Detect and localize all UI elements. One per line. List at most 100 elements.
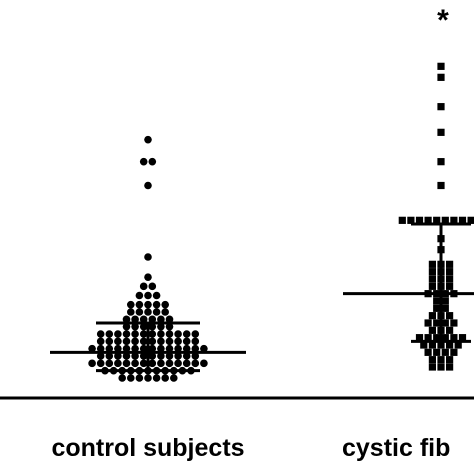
data-point-control-subjects bbox=[191, 359, 200, 368]
data-point-cystic-fib bbox=[437, 62, 445, 70]
data-point-control-subjects bbox=[139, 157, 148, 166]
data-point-control-subjects bbox=[152, 374, 161, 382]
data-point-control-subjects bbox=[96, 344, 105, 353]
plot-area bbox=[50, 62, 474, 382]
data-point-control-subjects bbox=[191, 352, 200, 360]
data-point-cystic-fib bbox=[458, 334, 467, 342]
data-point-cystic-fib bbox=[415, 334, 424, 342]
data-point-control-subjects bbox=[161, 374, 169, 382]
data-point-control-subjects bbox=[105, 352, 114, 360]
data-point-control-subjects bbox=[174, 352, 182, 360]
data-point-control-subjects bbox=[96, 352, 105, 360]
data-point-control-subjects bbox=[139, 315, 148, 324]
data-point-control-subjects bbox=[152, 291, 161, 300]
data-point-cystic-fib bbox=[446, 282, 454, 290]
data-point-cystic-fib bbox=[428, 260, 436, 268]
data-point-cystic-fib bbox=[437, 341, 445, 349]
data-point-control-subjects bbox=[118, 374, 126, 382]
data-point-control-subjects bbox=[105, 337, 114, 346]
category-label-cystic-fib: cystic fib bbox=[342, 434, 450, 462]
data-point-cystic-fib bbox=[420, 341, 428, 349]
data-point-cystic-fib bbox=[424, 216, 432, 224]
data-point-cystic-fib bbox=[424, 348, 432, 356]
data-point-control-subjects bbox=[144, 253, 152, 261]
data-point-control-subjects bbox=[131, 337, 139, 346]
data-point-cystic-fib bbox=[458, 216, 467, 224]
data-point-control-subjects bbox=[148, 337, 157, 346]
data-point-cystic-fib bbox=[467, 216, 474, 224]
data-point-control-subjects bbox=[139, 322, 148, 331]
data-point-cystic-fib bbox=[437, 73, 445, 81]
data-point-control-subjects bbox=[148, 282, 157, 291]
data-point-control-subjects bbox=[148, 359, 157, 368]
data-point-control-subjects bbox=[191, 344, 200, 353]
data-point-control-subjects bbox=[127, 308, 135, 316]
data-point-cystic-fib bbox=[450, 216, 458, 224]
data-point-cystic-fib bbox=[446, 275, 454, 283]
data-point-control-subjects bbox=[144, 308, 152, 316]
data-point-control-subjects bbox=[165, 330, 174, 338]
data-point-control-subjects bbox=[105, 344, 114, 353]
data-point-control-subjects bbox=[131, 352, 139, 360]
data-point-cystic-fib bbox=[437, 103, 445, 111]
data-point-control-subjects bbox=[131, 344, 139, 353]
data-point-cystic-fib bbox=[441, 216, 449, 224]
data-point-cystic-fib bbox=[428, 363, 436, 371]
data-point-control-subjects bbox=[161, 308, 169, 316]
data-point-cystic-fib bbox=[446, 363, 454, 371]
data-point-control-subjects bbox=[114, 337, 122, 346]
data-point-cystic-fib bbox=[407, 216, 415, 224]
category-label-control-subjects: control subjects bbox=[51, 434, 244, 462]
data-point-cystic-fib bbox=[428, 312, 436, 320]
data-point-cystic-fib bbox=[446, 341, 454, 349]
data-point-control-subjects bbox=[165, 344, 174, 353]
data-point-cystic-fib bbox=[433, 297, 441, 305]
data-point-control-subjects bbox=[144, 135, 152, 144]
data-point-control-subjects bbox=[182, 359, 191, 368]
data-point-control-subjects bbox=[144, 181, 152, 190]
data-point-cystic-fib bbox=[441, 334, 449, 342]
data-point-control-subjects bbox=[127, 374, 135, 382]
data-point-cystic-fib bbox=[437, 181, 445, 190]
data-point-control-subjects bbox=[96, 330, 105, 338]
data-point-control-subjects bbox=[174, 359, 182, 368]
data-point-cystic-fib bbox=[433, 216, 441, 224]
data-point-control-subjects bbox=[165, 322, 174, 331]
data-point-cystic-fib bbox=[428, 326, 436, 334]
data-point-cystic-fib bbox=[433, 304, 441, 312]
data-point-control-subjects bbox=[148, 330, 157, 338]
data-point-cystic-fib bbox=[433, 348, 441, 356]
data-point-control-subjects bbox=[122, 322, 131, 331]
data-point-control-subjects bbox=[191, 337, 200, 346]
data-point-control-subjects bbox=[131, 322, 139, 331]
data-point-control-subjects bbox=[135, 374, 144, 382]
data-point-control-subjects bbox=[88, 359, 96, 368]
data-point-control-subjects bbox=[182, 330, 191, 338]
data-point-control-subjects bbox=[148, 344, 157, 353]
data-point-control-subjects bbox=[114, 352, 122, 360]
data-point-cystic-fib bbox=[424, 319, 432, 327]
data-point-control-subjects bbox=[182, 344, 191, 353]
data-point-control-subjects bbox=[157, 359, 165, 368]
data-point-cystic-fib bbox=[437, 128, 445, 136]
data-point-cystic-fib bbox=[428, 356, 436, 364]
data-point-control-subjects bbox=[105, 359, 114, 368]
data-point-control-subjects bbox=[148, 322, 157, 331]
data-point-control-subjects bbox=[131, 315, 139, 324]
data-point-cystic-fib bbox=[441, 319, 449, 327]
data-point-control-subjects bbox=[122, 337, 131, 346]
data-point-control-subjects bbox=[157, 315, 165, 324]
data-point-control-subjects bbox=[139, 352, 148, 360]
data-point-control-subjects bbox=[122, 315, 131, 324]
data-point-control-subjects bbox=[122, 359, 131, 368]
data-point-control-subjects bbox=[200, 344, 208, 353]
data-point-cystic-fib bbox=[428, 282, 436, 290]
data-point-control-subjects bbox=[144, 273, 152, 281]
data-point-control-subjects bbox=[135, 291, 144, 300]
data-point-control-subjects bbox=[139, 337, 148, 346]
data-point-control-subjects bbox=[122, 330, 131, 338]
data-point-control-subjects bbox=[157, 337, 165, 346]
data-point-control-subjects bbox=[165, 315, 174, 324]
data-point-control-subjects bbox=[131, 359, 139, 368]
